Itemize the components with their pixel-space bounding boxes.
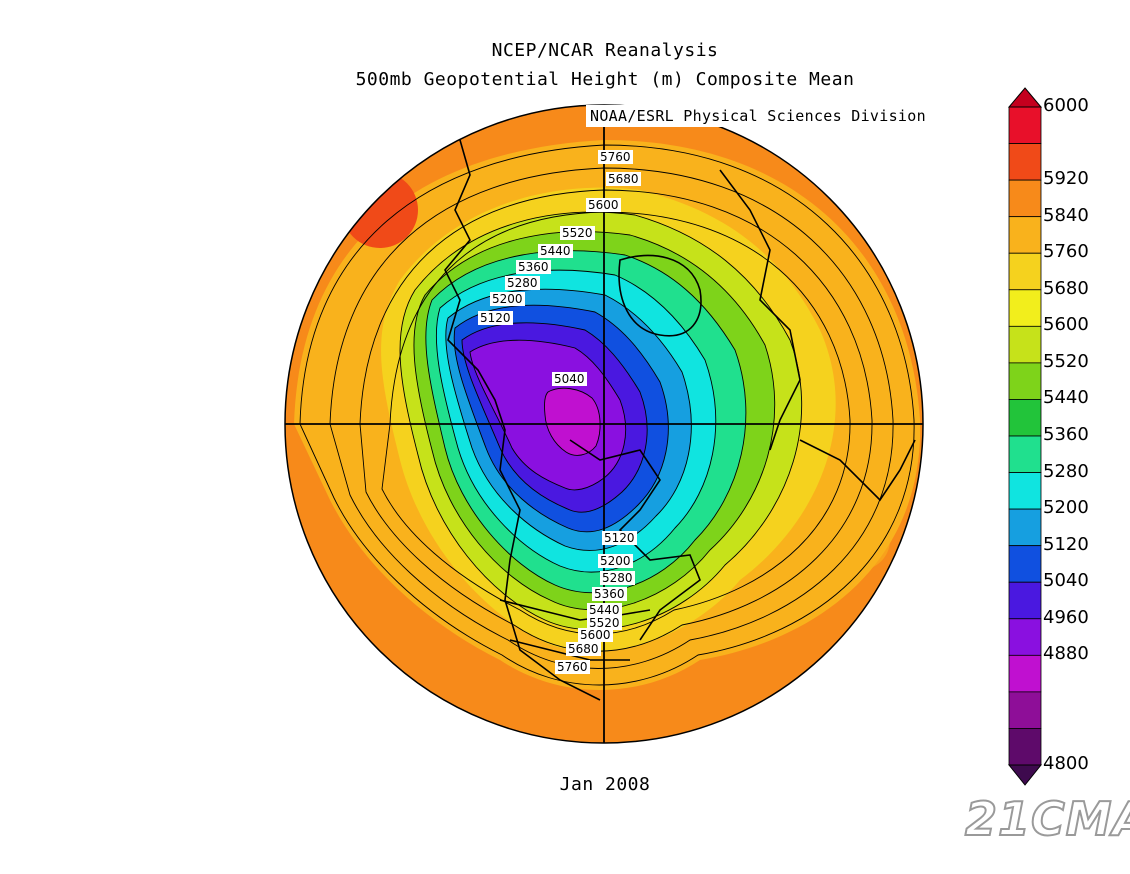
colorbar-tick-label: 6000 [1043,95,1089,116]
colorbar-tick-label: 5280 [1043,460,1089,482]
colorbar-tick-label: 5840 [1043,204,1089,226]
contour-label: 5520 [560,226,595,240]
colorbar-segment [1008,143,1042,181]
colorbar-tick-label: 5120 [1043,533,1089,555]
colorbar-segment [1008,545,1042,583]
contour-label: 5120 [478,311,513,325]
contour-label: 5360 [592,587,627,601]
colorbar-segment [1008,728,1042,766]
colorbar-tick-label: 5920 [1043,168,1089,190]
contour-label: 5760 [555,660,590,674]
contour-label: 5280 [505,276,540,290]
colorbar-segment [1008,435,1042,473]
date-label: Jan 2008 [559,774,651,795]
colorbar-tick-label: 5440 [1043,387,1089,409]
contour-label: 5760 [598,150,633,164]
colorbar-min-arrow-icon [1007,764,1043,786]
contour-label: 5120 [602,531,637,545]
colorbar-segment [1008,216,1042,254]
contour-label: 5280 [600,571,635,585]
contour-label: 5040 [552,372,587,386]
colorbar-segment [1008,289,1042,327]
contour-label: 5600 [578,628,613,642]
colorbar-segment [1008,106,1042,144]
colorbar-segment [1008,654,1042,693]
contour-label: 5360 [516,260,551,274]
contour-label: 5520 [587,616,622,630]
colorbar-segment [1008,618,1042,656]
contour-label: 5200 [598,554,633,568]
contour-label: 5600 [586,198,621,212]
colorbar-tick-label: 4880 [1043,643,1089,665]
page-title-line1: NCEP/NCAR Reanalysis [491,40,719,61]
contour-label: 5680 [566,642,601,656]
contour-label: 5680 [606,172,641,186]
colorbar-segment [1008,508,1042,547]
colorbar-segment [1008,691,1042,729]
colorbar-segment [1008,252,1042,291]
colorbar-tick-label: 5040 [1043,570,1089,592]
colorbar-tick-label: 5200 [1043,497,1089,519]
colorbar-segment [1008,362,1042,400]
page-title-line2: 500mb Geopotential Height (m) Composite … [355,69,855,90]
colorbar-segment [1008,325,1042,364]
contour-label: 5440 [587,603,622,617]
contour-label: 5200 [490,292,525,306]
colorbar [1007,87,1043,786]
colorbar-tick-label: 4800 [1043,753,1089,774]
coastlines [444,139,916,701]
colorbar-segment [1008,472,1042,510]
polar-map [284,104,924,744]
colorbar-segment [1008,179,1042,218]
colorbar-tick-label: 5760 [1043,241,1089,263]
credit-label: NOAA/ESRL Physical Sciences Division [586,105,930,127]
colorbar-tick-label: 5680 [1043,277,1089,299]
colorbar-tick-label: 5360 [1043,424,1089,445]
contour-label: 5440 [538,244,573,258]
colorbar-segments [1008,106,1042,766]
colorbar-tick-label: 5520 [1043,350,1089,372]
colorbar-tick-label: 4960 [1043,606,1089,628]
colorbar-max-arrow-icon [1007,87,1043,108]
colorbar-tick-label: 5600 [1043,314,1089,336]
watermark: 21CMA [964,791,1130,847]
colorbar-segment [1008,399,1042,437]
colorbar-segment [1008,581,1042,620]
